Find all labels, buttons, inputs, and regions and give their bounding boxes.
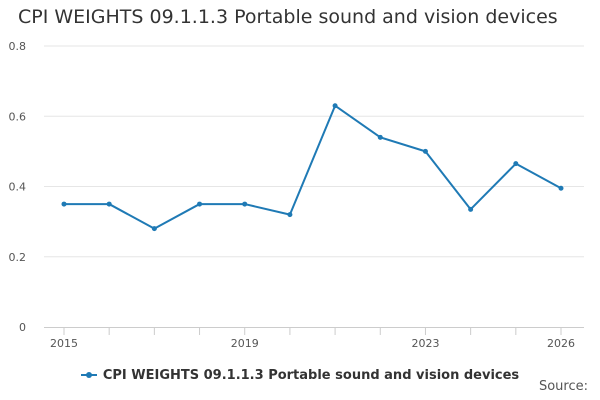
x-axis-tick-labels: 2015 2019 2023 2026 xyxy=(50,337,575,350)
legend-item[interactable]: CPI WEIGHTS 09.1.1.3 Portable sound and … xyxy=(80,367,520,383)
y-axis-tick-labels: 0 0.2 0.4 0.6 0.8 xyxy=(9,40,27,334)
data-point xyxy=(377,134,383,140)
legend: CPI WEIGHTS 09.1.1.3 Portable sound and … xyxy=(0,365,600,383)
gridlines xyxy=(44,45,584,258)
y-tick-label: 0.4 xyxy=(9,181,27,194)
data-point xyxy=(61,201,67,207)
x-tick-label: 2015 xyxy=(50,337,78,350)
y-tick-label: 0.2 xyxy=(9,251,27,264)
x-tick-label: 2019 xyxy=(231,337,259,350)
x-tick-label: 2026 xyxy=(547,337,575,350)
data-point xyxy=(558,185,564,191)
data-point xyxy=(468,206,474,212)
y-tick-label: 0 xyxy=(19,321,26,334)
data-point xyxy=(106,201,112,207)
data-point xyxy=(422,148,428,154)
source-label: Source: xyxy=(538,379,588,394)
data-point xyxy=(332,103,338,109)
data-point xyxy=(151,226,157,232)
data-point xyxy=(513,161,519,167)
legend-line-marker-icon xyxy=(80,372,97,378)
legend-label: CPI WEIGHTS 09.1.1.3 Portable sound and … xyxy=(102,367,520,383)
legend-dot-icon xyxy=(85,372,92,378)
series-line xyxy=(64,104,562,230)
data-point xyxy=(197,201,203,207)
x-axis xyxy=(44,327,584,335)
y-tick-label: 0.8 xyxy=(9,40,27,53)
data-point xyxy=(287,212,293,218)
x-tick-label: 2023 xyxy=(411,337,439,350)
y-tick-label: 0.6 xyxy=(9,110,27,123)
series-layer xyxy=(61,103,564,232)
data-point xyxy=(242,201,248,207)
chart-title: CPI WEIGHTS 09.1.1.3 Portable sound and … xyxy=(18,6,558,28)
